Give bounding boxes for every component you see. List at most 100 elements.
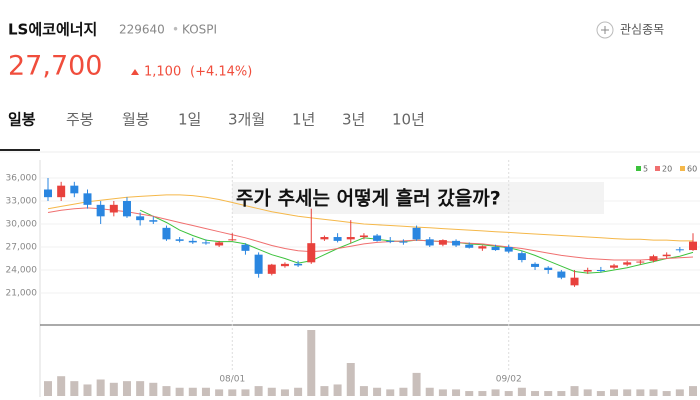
candle-body [544, 267, 553, 270]
candle-body [149, 220, 158, 222]
volume-bar [83, 384, 92, 396]
candle-body [294, 263, 303, 266]
volume-bar [649, 389, 658, 396]
volume-bar [294, 387, 303, 396]
price: 27,700 [8, 51, 102, 82]
candle-body [109, 204, 118, 213]
candle-body [452, 240, 461, 246]
watch-button[interactable]: 관심종목 [596, 21, 664, 39]
volume-bar [623, 389, 632, 396]
candle-body [44, 189, 52, 198]
tab[interactable]: 주봉 [66, 111, 94, 129]
y-tick-label: 21,000 [6, 289, 38, 299]
ma-line [47, 207, 694, 261]
volume-bar [280, 389, 289, 396]
candle-body [412, 227, 421, 240]
volume-bar [557, 391, 566, 396]
x-tick-label: 09/02 [496, 375, 522, 385]
tab[interactable]: 월봉 [122, 111, 150, 129]
candle-body [359, 235, 368, 238]
stock-name: LS에코에너지 [8, 21, 97, 39]
legend-label: 5 [643, 165, 648, 174]
change: 1,100 [144, 65, 181, 80]
volume-bar [201, 387, 210, 396]
volume-bar [215, 389, 224, 396]
volume-bar [109, 382, 118, 396]
candle-body [136, 216, 145, 221]
y-tick-label: 33,000 [6, 197, 38, 207]
y-tick-label: 30,000 [6, 220, 38, 230]
chart: 36,000 33,000 30,000 27,000 24,000 21,000 08/0… [6, 160, 700, 397]
candle-body [254, 254, 263, 274]
candle-body [491, 247, 500, 251]
volume-bar [596, 391, 605, 396]
candle-body [636, 261, 645, 263]
volume-bar [425, 387, 434, 396]
tab[interactable]: 10년 [392, 111, 425, 129]
candle-body [70, 185, 79, 194]
volume-bar [452, 389, 461, 396]
candle-body [162, 227, 171, 240]
candle-body [596, 270, 605, 271]
candle-body [83, 193, 92, 205]
candle-body [201, 242, 210, 244]
candle-body [346, 237, 355, 240]
candle-body [280, 263, 289, 267]
candle-body [557, 271, 566, 278]
watch-label: 관심종목 [620, 23, 664, 37]
tab[interactable]: 1년 [292, 111, 315, 129]
volume-bar [267, 387, 276, 396]
volume-bar [307, 330, 316, 396]
volume-bar [491, 389, 500, 396]
volume-bar [689, 386, 697, 396]
volume-bar [675, 389, 684, 396]
volume-bar [412, 372, 421, 396]
tabs: 일봉 주봉 월봉 1일 3개월 1년 3년 10년 [8, 111, 425, 129]
volume-bar [399, 387, 408, 396]
ma-line [47, 194, 693, 242]
candle-body [333, 237, 342, 241]
market: KOSPI [182, 23, 217, 37]
legend-swatch [655, 166, 660, 171]
volume-bar [149, 382, 158, 396]
volume-bar [438, 389, 447, 396]
volume-bar [228, 389, 237, 396]
candle-body [465, 244, 474, 248]
volume-bar [465, 391, 474, 396]
y-tick-label: 36,000 [6, 174, 38, 184]
candle-body [241, 244, 250, 251]
volume-bar [57, 376, 66, 396]
candle-body [649, 256, 658, 261]
candle-body [425, 239, 434, 246]
candle-body [517, 253, 526, 261]
legend-label: 20 [662, 165, 672, 174]
separator-dot: • [172, 23, 179, 37]
candle-body [267, 264, 276, 274]
candle-body [228, 239, 237, 241]
candle-body [57, 185, 66, 198]
tab[interactable]: 3년 [342, 111, 365, 129]
annotation: 주가 추세는 어떻게 흘러 갔을까? [236, 187, 501, 210]
legend-swatch [636, 166, 641, 171]
tab[interactable]: 일봉 [8, 111, 36, 129]
volume-bar [373, 387, 382, 396]
candle-body [188, 240, 197, 243]
stock-code: 229640 [119, 23, 165, 37]
volume-bar [122, 381, 131, 396]
candle-body [583, 270, 592, 272]
candle-body [320, 237, 329, 240]
tab[interactable]: 3개월 [228, 111, 265, 129]
candle-body [373, 235, 382, 241]
volume-bar [517, 387, 526, 396]
candle-body [570, 277, 579, 286]
volume-bar [136, 381, 145, 396]
candle-body [623, 262, 632, 265]
candle-body [96, 204, 105, 217]
volume-bar [359, 386, 368, 396]
candle-body [399, 241, 408, 243]
tab[interactable]: 1일 [178, 111, 201, 129]
volume-bar [333, 384, 342, 396]
volume-bar [583, 389, 592, 396]
volume-bar [96, 379, 105, 396]
y-tick-label: 24,000 [6, 266, 38, 276]
